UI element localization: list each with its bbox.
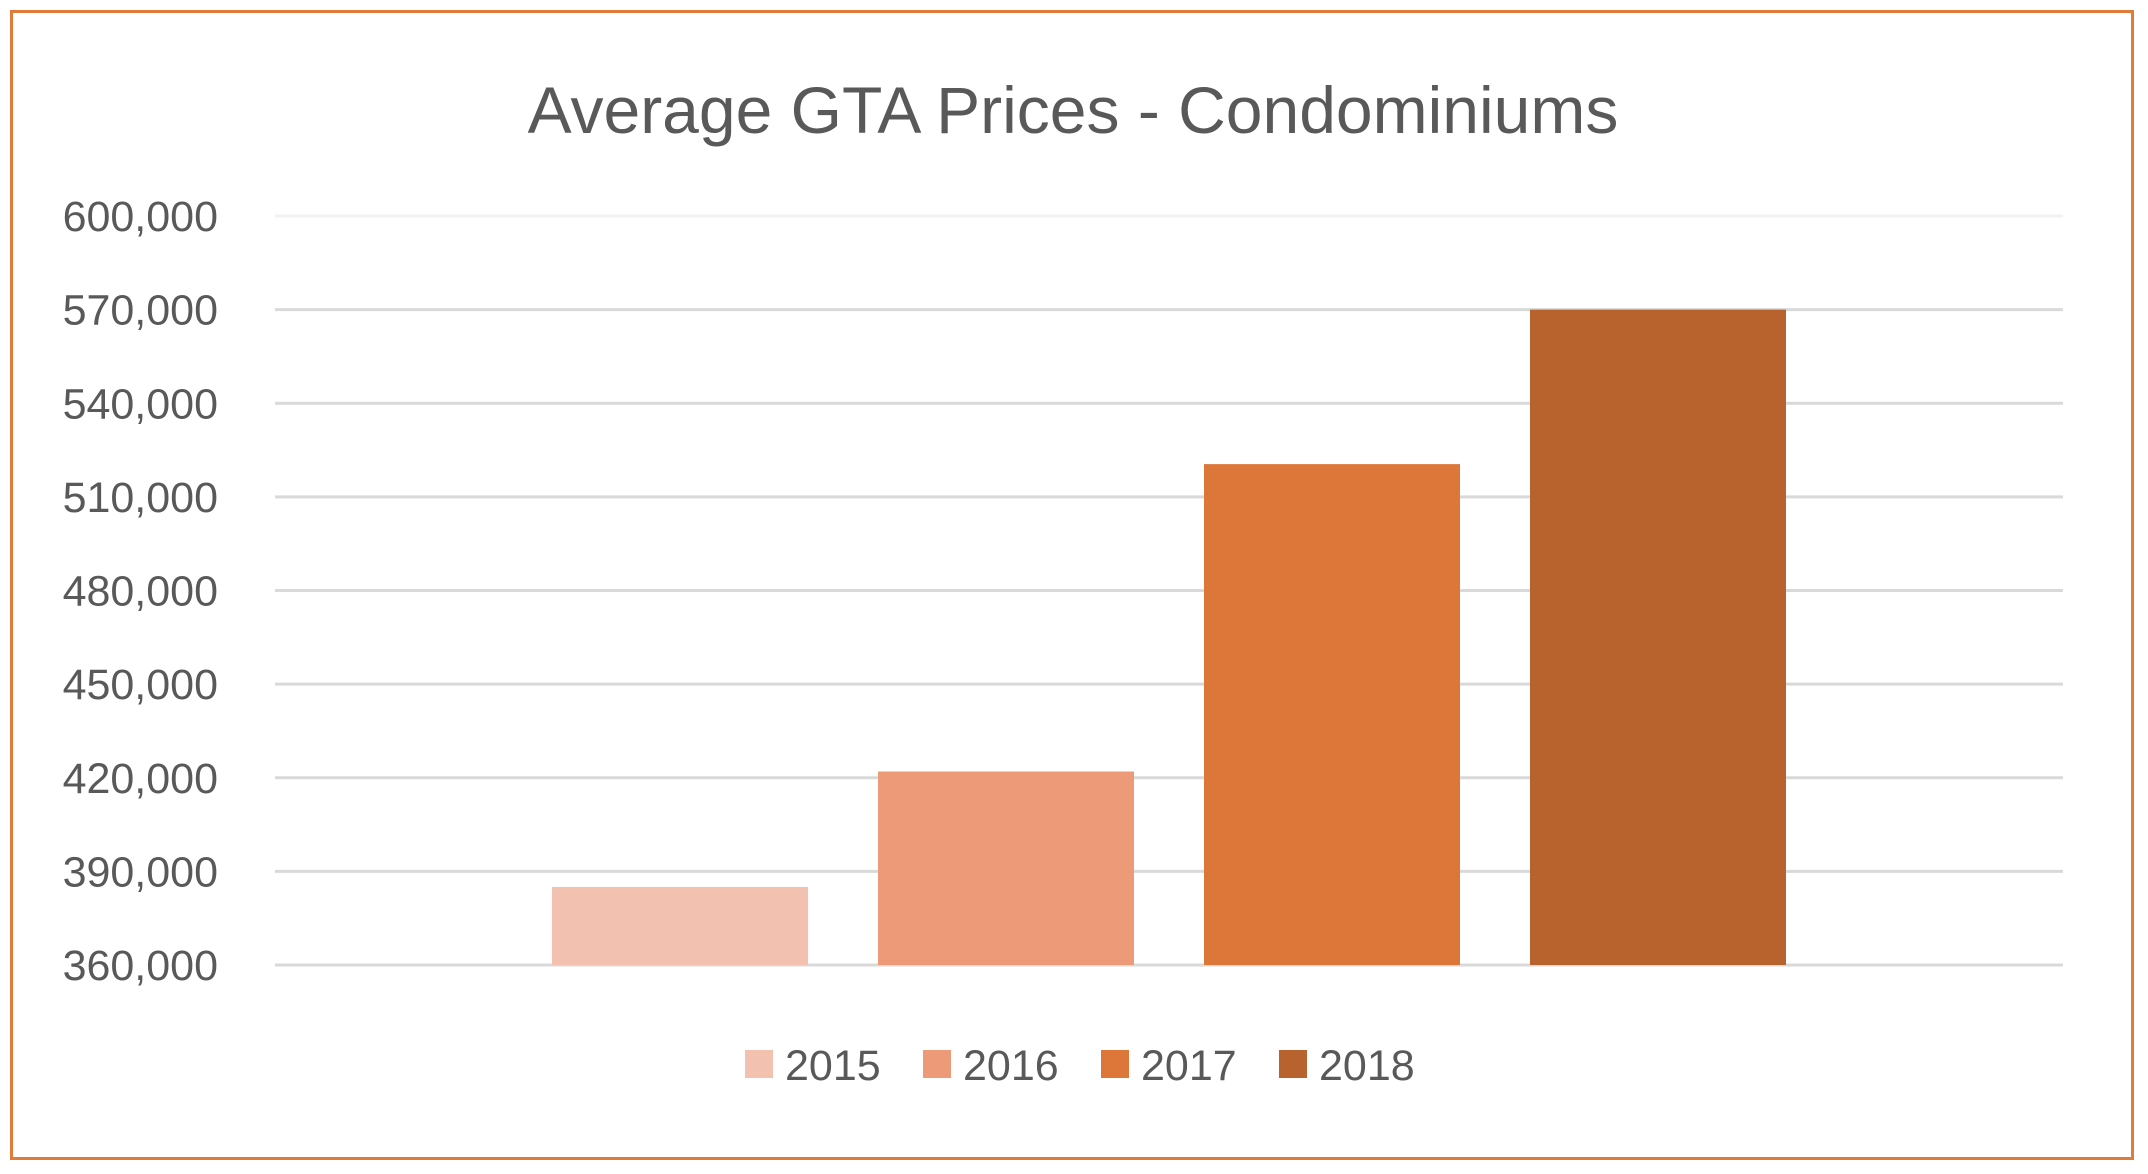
legend-label-2018: 2018	[1319, 1042, 1415, 1090]
legend-swatch-2015	[745, 1050, 773, 1078]
chart-canvas: Average GTA Prices - Condominiums 360,00…	[63, 73, 2063, 1090]
bars	[552, 309, 1786, 965]
y-tick-label: 510,000	[63, 474, 218, 522]
bar-2018	[1530, 309, 1786, 965]
y-axis-tick-labels: 360,000 390,000 420,000 450,000 480,000 510,0…	[63, 193, 218, 990]
y-tick-label: 450,000	[63, 661, 218, 709]
y-tick-label: 420,000	[63, 755, 218, 803]
legend: 2015 2016 2017 2018	[745, 1042, 1415, 1090]
legend-label-2017: 2017	[1141, 1042, 1237, 1090]
chart-frame: Average GTA Prices - Condominiums 360,00…	[10, 10, 2134, 1160]
bar-2017	[1204, 464, 1460, 965]
legend-label-2015: 2015	[785, 1042, 881, 1090]
bar-2016	[878, 771, 1134, 965]
legend-swatch-2017	[1101, 1050, 1129, 1078]
y-tick-label: 390,000	[63, 848, 218, 896]
gridlines	[275, 214, 2063, 967]
chart-title: Average GTA Prices - Condominiums	[528, 73, 1619, 147]
y-tick-label: 360,000	[63, 942, 218, 990]
bar-2015	[552, 886, 808, 965]
y-tick-label: 570,000	[63, 287, 218, 335]
legend-swatch-2018	[1279, 1050, 1307, 1078]
legend-label-2016: 2016	[963, 1042, 1059, 1090]
legend-swatch-2016	[923, 1050, 951, 1078]
y-tick-label: 600,000	[63, 193, 218, 241]
y-tick-label: 540,000	[63, 380, 218, 428]
y-tick-label: 480,000	[63, 568, 218, 616]
